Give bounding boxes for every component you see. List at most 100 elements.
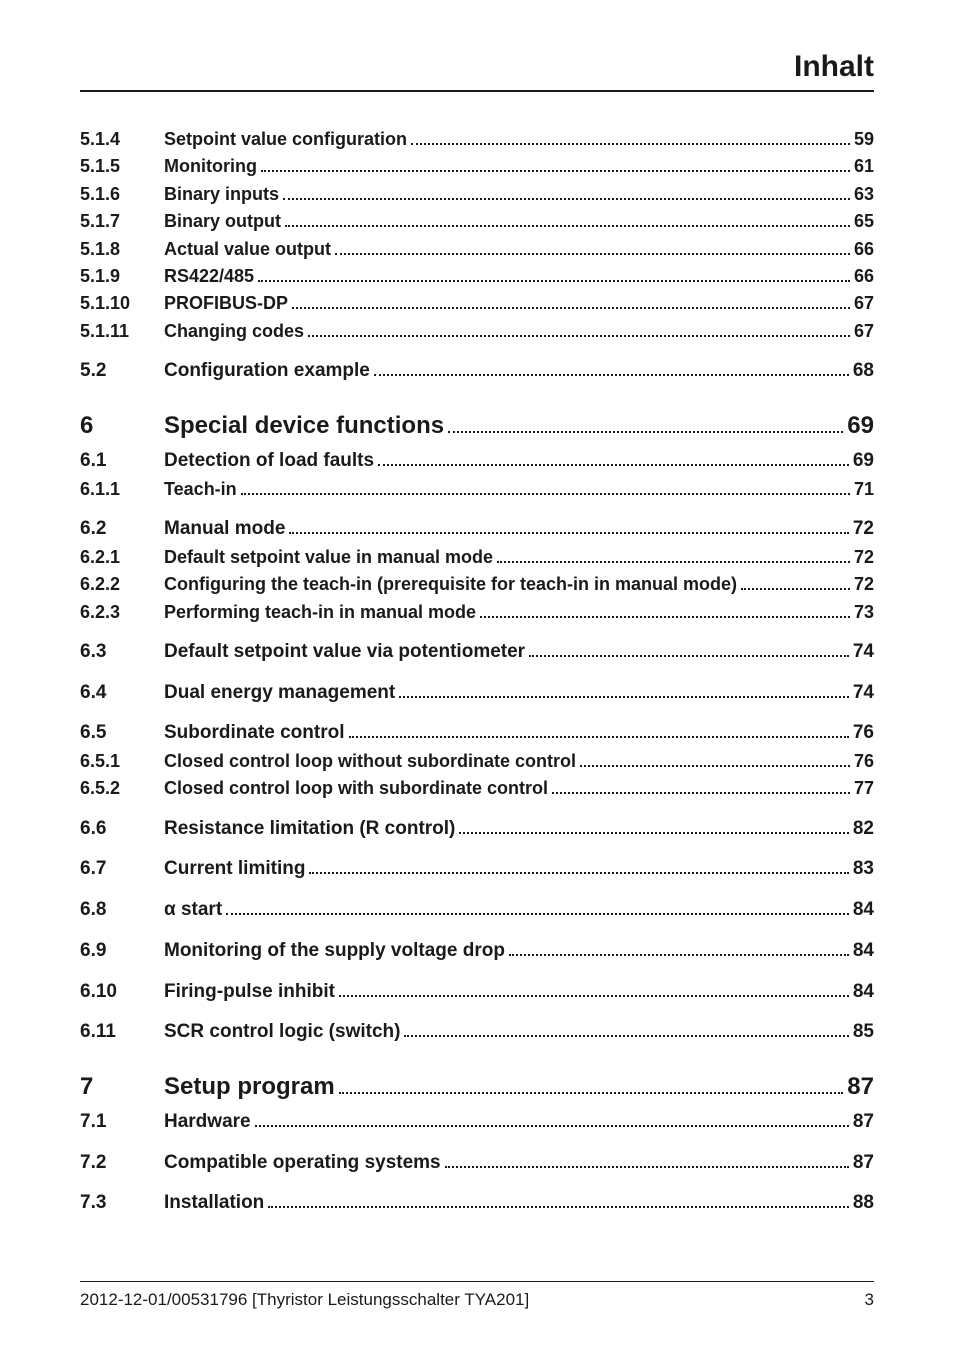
toc-entry-page: 87 <box>847 1071 874 1102</box>
leader-dots <box>349 736 849 738</box>
toc-entry-title-wrap: Special device functions 69 <box>164 410 874 441</box>
toc-entry-title-wrap: Monitoring of the supply voltage drop84 <box>164 939 874 964</box>
toc-entry: 6.3Default setpoint value via potentiome… <box>80 640 874 665</box>
toc-entry-number: 6 <box>80 410 164 441</box>
toc-entry-page: 63 <box>854 183 874 206</box>
toc-entry-title: α start <box>164 898 222 923</box>
leader-dots <box>411 143 850 145</box>
header-title: Inhalt <box>794 50 874 83</box>
leader-dots <box>289 532 848 534</box>
leader-dots <box>459 832 848 834</box>
toc-entry-page: 66 <box>854 238 874 261</box>
toc-entry-number: 5.1.10 <box>80 292 164 315</box>
toc-entry-title: Configuration example <box>164 359 370 384</box>
toc-entry-title: RS422/485 <box>164 265 254 288</box>
toc-entry: 5.1.8Actual value output66 <box>80 238 874 261</box>
toc-entry-title: Detection of load faults <box>164 449 374 474</box>
toc-entry-page: 72 <box>853 517 874 542</box>
page: Inhalt 5.1.4Setpoint value configuration… <box>0 0 954 1350</box>
toc-entry-title-wrap: Closed control loop without subordinate … <box>164 750 874 773</box>
toc-entry-title: Resistance limitation (R control) <box>164 817 455 842</box>
toc-entry-page: 87 <box>853 1151 874 1176</box>
leader-dots <box>335 253 850 255</box>
toc-entry-title-wrap: Manual mode 72 <box>164 517 874 542</box>
toc-entry-number: 6.5.2 <box>80 777 164 800</box>
toc-entry-title: Default setpoint value via potentiometer <box>164 640 525 665</box>
toc-entry-title-wrap: Firing-pulse inhibit84 <box>164 980 874 1005</box>
toc-entry-title: Closed control loop without subordinate … <box>164 750 576 773</box>
toc-entry-page: 82 <box>853 817 874 842</box>
toc-entry-number: 6.9 <box>80 939 164 964</box>
leader-dots <box>509 954 849 956</box>
toc-entry-title: Monitoring <box>164 155 257 178</box>
toc-entry: 6.5.1Closed control loop without subordi… <box>80 750 874 773</box>
toc-entry-title-wrap: Setup program87 <box>164 1071 874 1102</box>
toc-entry: 6.5Subordinate control76 <box>80 721 874 746</box>
toc-entry-title: Changing codes <box>164 320 304 343</box>
toc-entry-title-wrap: RS422/48566 <box>164 265 874 288</box>
toc-entry-title: Monitoring of the supply voltage drop <box>164 939 505 964</box>
toc-entry-title-wrap: Binary output65 <box>164 210 874 233</box>
toc-entry-title-wrap: Configuring the teach-in (prerequisite f… <box>164 573 874 596</box>
toc-entry-number: 6.1.1 <box>80 478 164 501</box>
page-footer: 2012-12-01/00531796 [Thyristor Leistungs… <box>80 1281 874 1310</box>
toc-entry-page: 72 <box>854 573 874 596</box>
leader-dots <box>374 374 849 376</box>
leader-dots <box>308 335 850 337</box>
toc-entry-title-wrap: Teach-in71 <box>164 478 874 501</box>
toc-entry: 6.2Manual mode 72 <box>80 517 874 542</box>
toc-entry: 7Setup program87 <box>80 1071 874 1102</box>
leader-dots <box>741 588 850 590</box>
toc-entry-title-wrap: Binary inputs 63 <box>164 183 874 206</box>
toc-entry-title-wrap: Performing teach-in in manual mode73 <box>164 601 874 624</box>
toc-entry: 6.5.2Closed control loop with subordinat… <box>80 777 874 800</box>
toc-entry-title-wrap: Resistance limitation (R control) 82 <box>164 817 874 842</box>
toc-entry-title: Hardware <box>164 1110 251 1135</box>
toc-entry: 5.1.6Binary inputs63 <box>80 183 874 206</box>
toc-entry-page: 84 <box>853 898 874 923</box>
leader-dots <box>241 493 850 495</box>
toc-entry: 5.1.5Monitoring61 <box>80 155 874 178</box>
toc-entry-number: 6.10 <box>80 980 164 1005</box>
toc-entry-title: Binary inputs <box>164 183 279 206</box>
toc-entry: 6.1.1Teach-in71 <box>80 478 874 501</box>
toc-entry-page: 72 <box>854 546 874 569</box>
toc-entry-title-wrap: Changing codes67 <box>164 320 874 343</box>
leader-dots <box>580 765 850 767</box>
toc-entry-number: 6.4 <box>80 681 164 706</box>
toc-entry-page: 88 <box>853 1191 874 1216</box>
leader-dots <box>292 307 850 309</box>
toc-entry-title: Manual mode <box>164 517 285 542</box>
toc-entry-page: 61 <box>854 155 874 178</box>
toc-entry-title: Closed control loop with subordinate con… <box>164 777 548 800</box>
toc-entry: 6.4Dual energy management74 <box>80 681 874 706</box>
toc-entry-page: 69 <box>847 410 874 441</box>
toc-entry-number: 5.1.11 <box>80 320 164 343</box>
leader-dots <box>480 616 850 618</box>
toc-entry-title: Current limiting <box>164 857 305 882</box>
toc-entry-number: 7.2 <box>80 1151 164 1176</box>
toc-entry-number: 7.1 <box>80 1110 164 1135</box>
toc-entry-number: 6.11 <box>80 1020 164 1045</box>
toc-entry-page: 59 <box>854 128 874 151</box>
toc-entry-title: Firing-pulse inhibit <box>164 980 335 1005</box>
toc-entry: 6.2.1Default setpoint value in manual mo… <box>80 546 874 569</box>
toc-entry: 5.2Configuration example68 <box>80 359 874 384</box>
leader-dots <box>255 1125 849 1127</box>
toc-entry-page: 83 <box>853 857 874 882</box>
toc-entry-number: 6.2 <box>80 517 164 542</box>
leader-dots <box>309 872 848 874</box>
toc-entry-title: SCR control logic (switch) <box>164 1020 400 1045</box>
toc-entry-title: Compatible operating systems <box>164 1151 441 1176</box>
toc-entry-page: 77 <box>854 777 874 800</box>
toc-entry: 5.1.7Binary output65 <box>80 210 874 233</box>
toc-entry: 5.1.9RS422/48566 <box>80 265 874 288</box>
toc-entry-title: Special device functions <box>164 410 444 441</box>
toc-entry-title: Dual energy management <box>164 681 395 706</box>
toc-entry: 6.6Resistance limitation (R control)82 <box>80 817 874 842</box>
leader-dots <box>378 464 849 466</box>
leader-dots <box>399 696 849 698</box>
toc-entry: 6.11SCR control logic (switch)85 <box>80 1020 874 1045</box>
toc-entry-number: 5.1.9 <box>80 265 164 288</box>
toc-entry-title-wrap: Default setpoint value in manual mode72 <box>164 546 874 569</box>
